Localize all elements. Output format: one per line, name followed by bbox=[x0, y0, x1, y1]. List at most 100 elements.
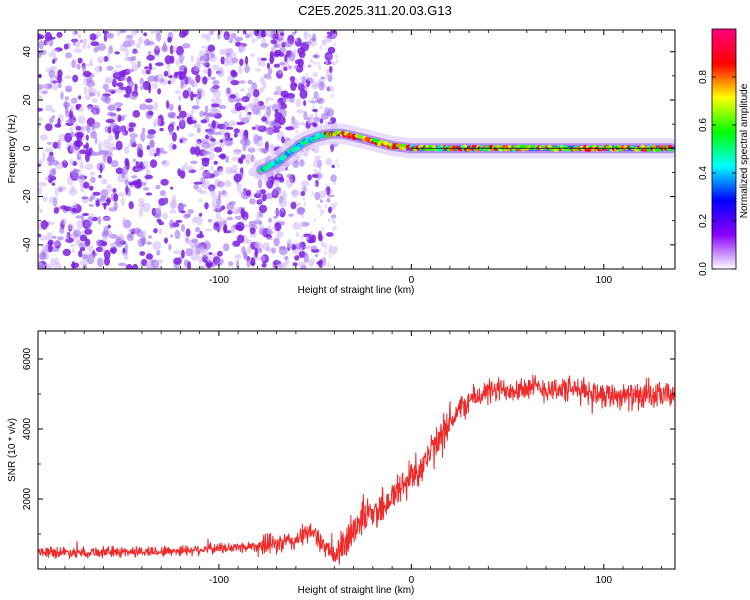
spectrogram-noise-cell bbox=[200, 178, 206, 188]
spectrogram-noise-cell bbox=[160, 178, 169, 186]
spectrogram-noise-cell bbox=[321, 227, 324, 232]
spectrogram-noise-cell bbox=[223, 243, 230, 252]
spectrogram-noise-cell bbox=[299, 89, 308, 100]
spectrogram-noise-cell bbox=[89, 58, 93, 65]
spectrogram-noise-cell bbox=[269, 54, 274, 65]
spectrogram-noise-cell bbox=[114, 88, 123, 94]
spectrogram-noise-cell bbox=[125, 264, 133, 269]
spectrogram-noise-cell bbox=[98, 174, 102, 179]
spectrogram-noise-cell bbox=[327, 85, 335, 93]
spectrogram-noise-cell bbox=[291, 31, 296, 36]
spectrogram-noise-cell bbox=[174, 90, 181, 94]
spectrogram-noise-cell bbox=[306, 245, 310, 251]
spectrogram-noise-cell bbox=[182, 89, 190, 99]
spectrogram-noise-cell bbox=[63, 159, 67, 163]
spectrogram-noise-cell bbox=[117, 262, 127, 267]
spectrogram-noise-cell bbox=[187, 76, 192, 85]
spectrogram-noise-cell bbox=[87, 44, 91, 50]
spectrogram-noise-cell bbox=[233, 128, 240, 134]
spectrogram-noise-cell bbox=[230, 32, 237, 39]
spectrogram-noise-cell bbox=[75, 215, 83, 219]
spectrogram-noise-cell bbox=[43, 263, 52, 269]
spectrogram-noise-cell bbox=[78, 250, 83, 258]
spectrogram-noise-cell bbox=[257, 125, 264, 130]
spectrogram-noise-cell bbox=[109, 242, 115, 249]
spectrogram-noise-cell bbox=[172, 144, 177, 150]
spectrogram-noise-cell bbox=[282, 97, 290, 104]
spectrogram-noise-cell bbox=[212, 203, 216, 212]
spectrogram-noise-cell bbox=[134, 167, 144, 172]
spectrogram-noise-cell bbox=[327, 218, 331, 223]
colorbar-ticks: 0.0 0.2 0.4 0.6 0.8 bbox=[698, 70, 736, 276]
spectrogram-noise-cell bbox=[221, 189, 226, 195]
spectrogram-noise-cell bbox=[312, 258, 316, 263]
spectrogram-noise-cell bbox=[300, 235, 304, 240]
spectrogram-noise-cell bbox=[145, 253, 153, 260]
spectrogram-noise-cell bbox=[244, 217, 248, 222]
spectrogram-noise-cell bbox=[227, 210, 233, 215]
spectrogram-noise-cell bbox=[148, 110, 154, 116]
spectrogram-noise-cell bbox=[220, 56, 225, 65]
spectrogram-noise-cell bbox=[125, 85, 132, 95]
spectrogram-noise-cell bbox=[244, 55, 249, 66]
spectrogram-noise-cell bbox=[200, 190, 208, 195]
spectrogram-noise-cell bbox=[264, 30, 274, 37]
spectrogram-noise-cell bbox=[206, 128, 215, 136]
spectrogram-noise-cell bbox=[96, 257, 104, 267]
spectrogram-noise-cell bbox=[319, 196, 323, 201]
spectrogram-noise-cell bbox=[311, 248, 320, 253]
spectrogram-noise-cell bbox=[271, 190, 278, 196]
snr-y-tick-label: 6000 bbox=[22, 347, 33, 370]
spectrogram-noise-cell bbox=[71, 248, 75, 253]
spectrogram-noise-cell bbox=[125, 68, 135, 73]
spectrogram-noise-cell bbox=[276, 263, 282, 269]
spectrogram-noise-cell bbox=[127, 228, 134, 233]
spectrogram-noise-cell bbox=[207, 218, 213, 223]
spectrogram-noise-cell bbox=[328, 206, 332, 214]
spectrogram-noise-cell bbox=[178, 71, 186, 80]
spectrogram-noise-cell bbox=[326, 31, 331, 35]
spectrogram-noise-cell bbox=[320, 241, 325, 248]
spectrogram-noise-cell bbox=[202, 68, 209, 74]
spectrogram-noise-cell bbox=[157, 259, 163, 264]
spectrogram-noise-cell bbox=[324, 243, 328, 248]
spectrogram-y-tick-label: 40 bbox=[22, 46, 33, 58]
spectrogram-noise-cell bbox=[236, 121, 245, 126]
spectrogram-noise-cell bbox=[281, 136, 285, 144]
spectrogram-noise-cell bbox=[38, 121, 41, 128]
spectrogram-noise-cell bbox=[219, 66, 223, 76]
spectrogram-noise-cell bbox=[44, 147, 53, 153]
spectrogram-noise-cell bbox=[309, 231, 313, 236]
spectrogram-y-ticks: -40 -20 0 20 40 bbox=[22, 46, 675, 270]
spectrogram-noise-cell bbox=[199, 212, 203, 217]
spectrogram-noise-cell bbox=[53, 207, 60, 214]
spectrogram-noise-cell bbox=[223, 57, 229, 67]
spectrogram-noise-cell bbox=[255, 37, 259, 41]
spectrogram-noise-cell bbox=[239, 88, 245, 92]
spectrogram-noise-cell bbox=[172, 30, 179, 33]
spectrogram-noise-cell bbox=[258, 211, 264, 218]
spectrogram-noise-cell bbox=[261, 37, 266, 45]
spectrogram-noise-cell bbox=[182, 30, 189, 36]
spectrogram-noise-cell bbox=[307, 174, 312, 181]
spectrogram-noise-cell bbox=[41, 90, 48, 95]
spectrogram-noise-cell bbox=[70, 105, 74, 112]
spectrogram-noise-cell bbox=[327, 262, 330, 268]
spectrogram-noise-cell bbox=[236, 183, 242, 193]
spectrogram-noise-cell bbox=[159, 127, 164, 132]
spectrogram-noise-cell bbox=[223, 230, 232, 234]
spectrogram-noise-cell bbox=[314, 182, 317, 187]
spectrogram-noise-cell bbox=[319, 45, 323, 50]
spectrogram-noise-cell bbox=[299, 159, 305, 167]
spectrogram-noise-cell bbox=[325, 68, 330, 78]
spectrogram-noise-cell bbox=[283, 66, 288, 72]
spectrogram-noise-cell bbox=[230, 80, 240, 86]
spectrogram-noise-cell bbox=[49, 77, 55, 84]
spectrogram-noise-cell bbox=[169, 76, 176, 84]
snr-y-tick-label: 4000 bbox=[22, 417, 33, 440]
spectrogram-noise-cell bbox=[260, 76, 265, 85]
spectrogram-noise-cell bbox=[276, 174, 282, 178]
spectrogram-noise-cell bbox=[288, 65, 293, 70]
spectrogram-noise-cell bbox=[212, 89, 221, 99]
spectrogram-noise-cell bbox=[223, 180, 232, 188]
